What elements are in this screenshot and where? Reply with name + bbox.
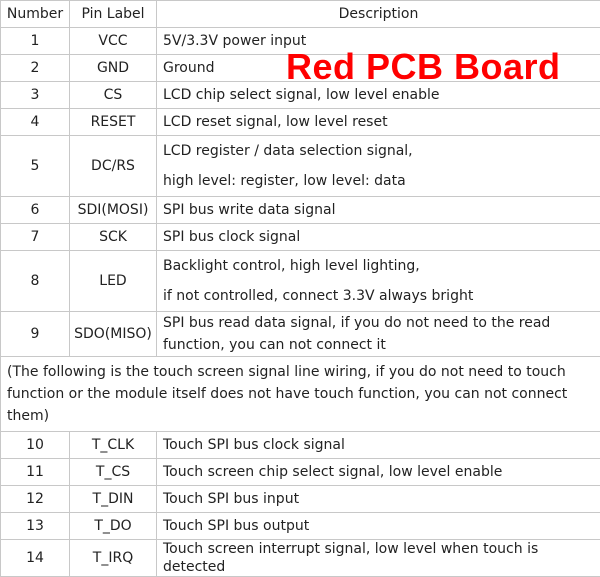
pin-number: 10	[1, 432, 70, 459]
description-line: function, you can not connect it	[163, 334, 594, 356]
pin-number: 5	[1, 136, 70, 197]
pin-description: Touch SPI bus clock signal	[157, 432, 600, 459]
header-pin-label: Pin Label	[70, 1, 157, 28]
pin-label: T_DIN	[70, 486, 157, 513]
pin-description: Touch screen chip select signal, low lev…	[157, 459, 600, 486]
description-line: LCD register / data selection signal,	[163, 142, 594, 160]
pin-number: 2	[1, 55, 70, 82]
pin-number: 6	[1, 197, 70, 224]
description-line: Backlight control, high level lighting,	[163, 257, 594, 275]
pin-description: SPI bus clock signal	[157, 224, 600, 251]
pin-label: VCC	[70, 28, 157, 55]
table-row: 7 SCK SPI bus clock signal	[1, 224, 600, 251]
pin-label: CS	[70, 82, 157, 109]
table-row: 13 T_DO Touch SPI bus output	[1, 513, 600, 540]
pin-number: 11	[1, 459, 70, 486]
header-row: Number Pin Label Description	[1, 1, 600, 28]
pin-label: T_IRQ	[70, 540, 157, 577]
description-line: if not controlled, connect 3.3V always b…	[163, 287, 594, 305]
pin-description: Backlight control, high level lighting, …	[157, 251, 600, 312]
pin-description: Touch SPI bus output	[157, 513, 600, 540]
table-row: 12 T_DIN Touch SPI bus input	[1, 486, 600, 513]
pin-number: 9	[1, 312, 70, 357]
table-row: 11 T_CS Touch screen chip select signal,…	[1, 459, 600, 486]
pin-number: 3	[1, 82, 70, 109]
touch-note-row: (The following is the touch screen signa…	[1, 357, 600, 432]
header-number: Number	[1, 1, 70, 28]
pin-number: 13	[1, 513, 70, 540]
pin-label: GND	[70, 55, 157, 82]
pin-number: 12	[1, 486, 70, 513]
table-row: 4 RESET LCD reset signal, low level rese…	[1, 109, 600, 136]
pin-number: 1	[1, 28, 70, 55]
pin-label: T_CS	[70, 459, 157, 486]
pin-label: SCK	[70, 224, 157, 251]
pin-number: 8	[1, 251, 70, 312]
pin-description: LCD reset signal, low level reset	[157, 109, 600, 136]
table-row: 8 LED Backlight control, high level ligh…	[1, 251, 600, 312]
table-row: 9 SDO(MISO) SPI bus read data signal, if…	[1, 312, 600, 357]
pin-description: LCD register / data selection signal, hi…	[157, 136, 600, 197]
pin-number: 7	[1, 224, 70, 251]
pin-label: T_CLK	[70, 432, 157, 459]
table-row: 14 T_IRQ Touch screen interrupt signal, …	[1, 540, 600, 577]
pin-label: SDI(MOSI)	[70, 197, 157, 224]
pin-label: LED	[70, 251, 157, 312]
table-row: 5 DC/RS LCD register / data selection si…	[1, 136, 600, 197]
pin-label: T_DO	[70, 513, 157, 540]
pin-label: DC/RS	[70, 136, 157, 197]
pin-description: Touch SPI bus input	[157, 486, 600, 513]
pin-description: Touch screen interrupt signal, low level…	[157, 540, 600, 577]
table-row: 6 SDI(MOSI) SPI bus write data signal	[1, 197, 600, 224]
red-pcb-board-label: Red PCB Board	[286, 46, 561, 88]
header-description: Description	[157, 1, 600, 28]
pin-label: SDO(MISO)	[70, 312, 157, 357]
pin-description: SPI bus read data signal, if you do not …	[157, 312, 600, 357]
pin-description: SPI bus write data signal	[157, 197, 600, 224]
touch-note: (The following is the touch screen signa…	[1, 357, 600, 432]
table-row: 10 T_CLK Touch SPI bus clock signal	[1, 432, 600, 459]
description-line: high level: register, low level: data	[163, 172, 594, 190]
description-line: SPI bus read data signal, if you do not …	[163, 312, 594, 334]
pin-number: 4	[1, 109, 70, 136]
pin-number: 14	[1, 540, 70, 577]
pin-label: RESET	[70, 109, 157, 136]
